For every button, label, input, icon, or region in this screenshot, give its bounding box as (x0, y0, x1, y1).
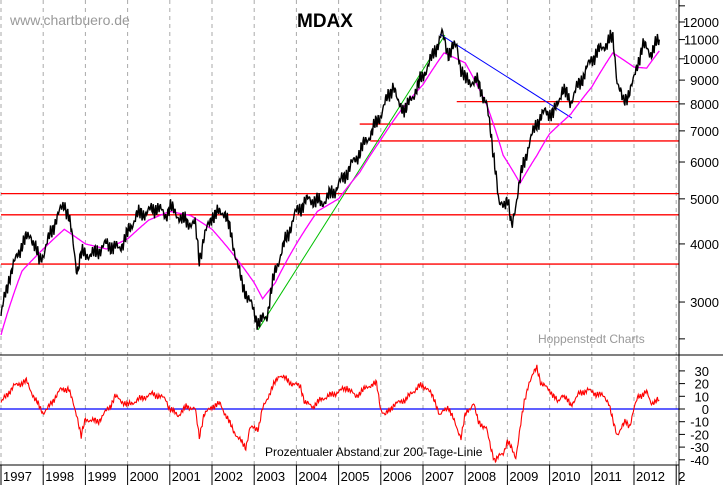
osc-tick-label: 0 (702, 402, 709, 417)
osc-tick-label: -20 (690, 427, 709, 442)
x-tick-label: 2003 (256, 469, 285, 484)
x-tick-label: 2 (678, 469, 685, 484)
x-tick-label: 2007 (425, 469, 454, 484)
x-tick-label: 1997 (3, 469, 32, 484)
x-tick-label: 2008 (467, 469, 496, 484)
osc-tick-label: -30 (690, 440, 709, 455)
x-tick-label: 2005 (341, 469, 370, 484)
x-tick-label: 1999 (87, 469, 116, 484)
osc-tick-label: 20 (695, 377, 709, 392)
x-tick-label: 2011 (594, 469, 622, 484)
x-tick-label: 2002 (214, 469, 243, 484)
y-tick-label: 10000 (683, 52, 719, 67)
osc-tick-label: 30 (695, 364, 709, 379)
watermark: www.chartbuero.de (9, 12, 130, 28)
y-tick-label: 12000 (683, 15, 719, 30)
y-tick-label: 4000 (690, 237, 719, 252)
y-tick-label: 6000 (690, 155, 719, 170)
chart-title: MDAX (297, 11, 353, 32)
x-tick-label: 2010 (552, 469, 581, 484)
y-tick-label: 5000 (690, 192, 719, 207)
x-tick-label: 2012 (636, 469, 665, 484)
price-line (0, 26, 660, 330)
y-tick-label: 7000 (690, 124, 719, 139)
oscillator-title: Prozentualer Abstand zur 200-Tage-Linie (265, 445, 483, 459)
grid (0, 0, 677, 465)
osc-tick-label: 10 (695, 389, 709, 404)
y-tick-label: 9000 (690, 73, 719, 88)
oscillator-line (0, 364, 660, 464)
horizontal-support-lines (0, 33, 679, 410)
series-layer (0, 26, 660, 464)
osc-tick-label: -10 (690, 415, 709, 430)
y-tick-label: 11000 (684, 33, 719, 48)
x-tick-label: 2000 (130, 469, 159, 484)
x-tick-label: 1998 (45, 469, 74, 484)
y-tick-label: 3000 (690, 295, 719, 310)
x-tick-label: 2004 (298, 469, 327, 484)
osc-tick-label: -40 (690, 453, 709, 468)
source-label: Hoppenstedt Charts (538, 332, 645, 346)
x-tick-label: 2009 (509, 469, 538, 484)
trendline (439, 33, 573, 119)
y-tick-label: 8000 (690, 97, 719, 112)
x-tick-label: 2001 (172, 469, 201, 484)
x-tick-label: 2006 (383, 469, 412, 484)
